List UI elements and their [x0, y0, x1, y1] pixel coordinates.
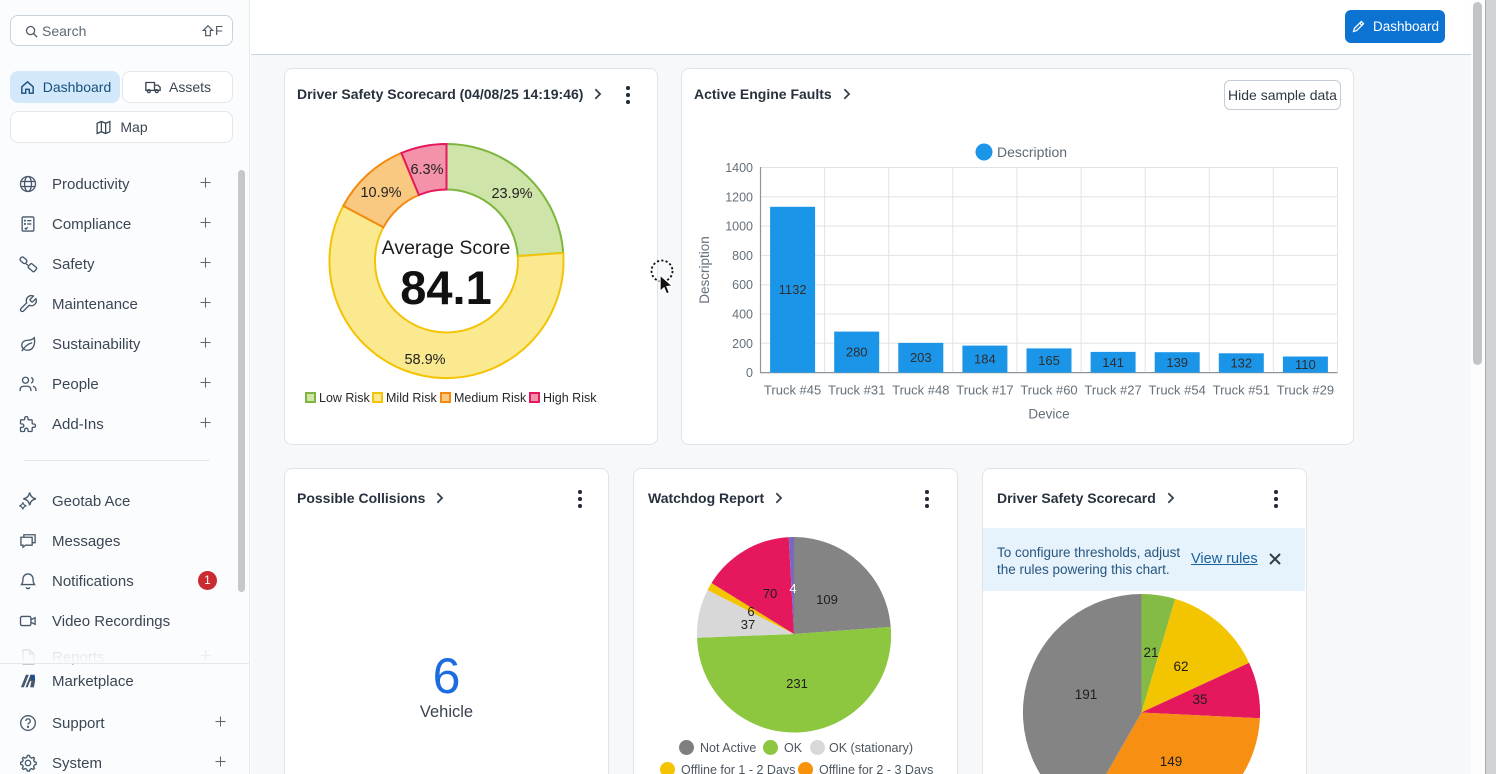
svg-text:141: 141 — [1102, 355, 1124, 370]
svg-text:139: 139 — [1166, 355, 1188, 370]
svg-text:Truck #54: Truck #54 — [1149, 383, 1206, 398]
svg-text:4: 4 — [789, 581, 796, 596]
svg-text:200: 200 — [732, 337, 753, 351]
svg-text:Truck #60: Truck #60 — [1020, 383, 1077, 398]
svg-text:37: 37 — [741, 617, 755, 632]
svg-text:203: 203 — [910, 350, 932, 365]
svg-text:62: 62 — [1173, 659, 1188, 674]
svg-text:23.9%: 23.9% — [491, 186, 532, 202]
svg-text:Truck #27: Truck #27 — [1084, 383, 1141, 398]
svg-text:Truck #17: Truck #17 — [956, 383, 1013, 398]
svg-text:Truck #31: Truck #31 — [828, 383, 885, 398]
svg-text:0: 0 — [746, 366, 753, 380]
svg-text:132: 132 — [1230, 355, 1252, 370]
svg-text:165: 165 — [1038, 353, 1060, 368]
svg-text:1000: 1000 — [725, 220, 753, 234]
svg-text:21: 21 — [1143, 645, 1158, 660]
svg-text:Truck #48: Truck #48 — [892, 383, 949, 398]
svg-text:Truck #51: Truck #51 — [1213, 383, 1270, 398]
svg-text:1400: 1400 — [725, 161, 753, 175]
svg-text:1200: 1200 — [725, 190, 753, 204]
svg-text:Average Score: Average Score — [382, 237, 511, 259]
svg-text:800: 800 — [732, 249, 753, 263]
svg-text:600: 600 — [732, 278, 753, 292]
svg-text:Truck #45: Truck #45 — [764, 383, 821, 398]
svg-text:58.9%: 58.9% — [404, 352, 445, 368]
svg-text:280: 280 — [846, 345, 868, 360]
svg-text:35: 35 — [1192, 692, 1207, 707]
svg-text:Description: Description — [997, 144, 1067, 160]
svg-text:10.9%: 10.9% — [360, 185, 401, 201]
svg-text:400: 400 — [732, 308, 753, 322]
svg-text:6: 6 — [747, 604, 754, 619]
svg-text:149: 149 — [1160, 754, 1183, 769]
svg-text:110: 110 — [1295, 357, 1316, 372]
svg-text:184: 184 — [974, 352, 996, 367]
svg-text:6.3%: 6.3% — [410, 162, 443, 178]
svg-text:1132: 1132 — [779, 282, 807, 297]
svg-text:70: 70 — [763, 586, 777, 601]
svg-text:191: 191 — [1075, 687, 1098, 702]
svg-text:84.1: 84.1 — [400, 261, 491, 314]
svg-text:Description: Description — [697, 236, 712, 304]
svg-text:231: 231 — [786, 676, 808, 691]
svg-text:Truck #29: Truck #29 — [1277, 383, 1334, 398]
svg-text:Device: Device — [1028, 407, 1069, 422]
svg-text:109: 109 — [816, 592, 838, 607]
